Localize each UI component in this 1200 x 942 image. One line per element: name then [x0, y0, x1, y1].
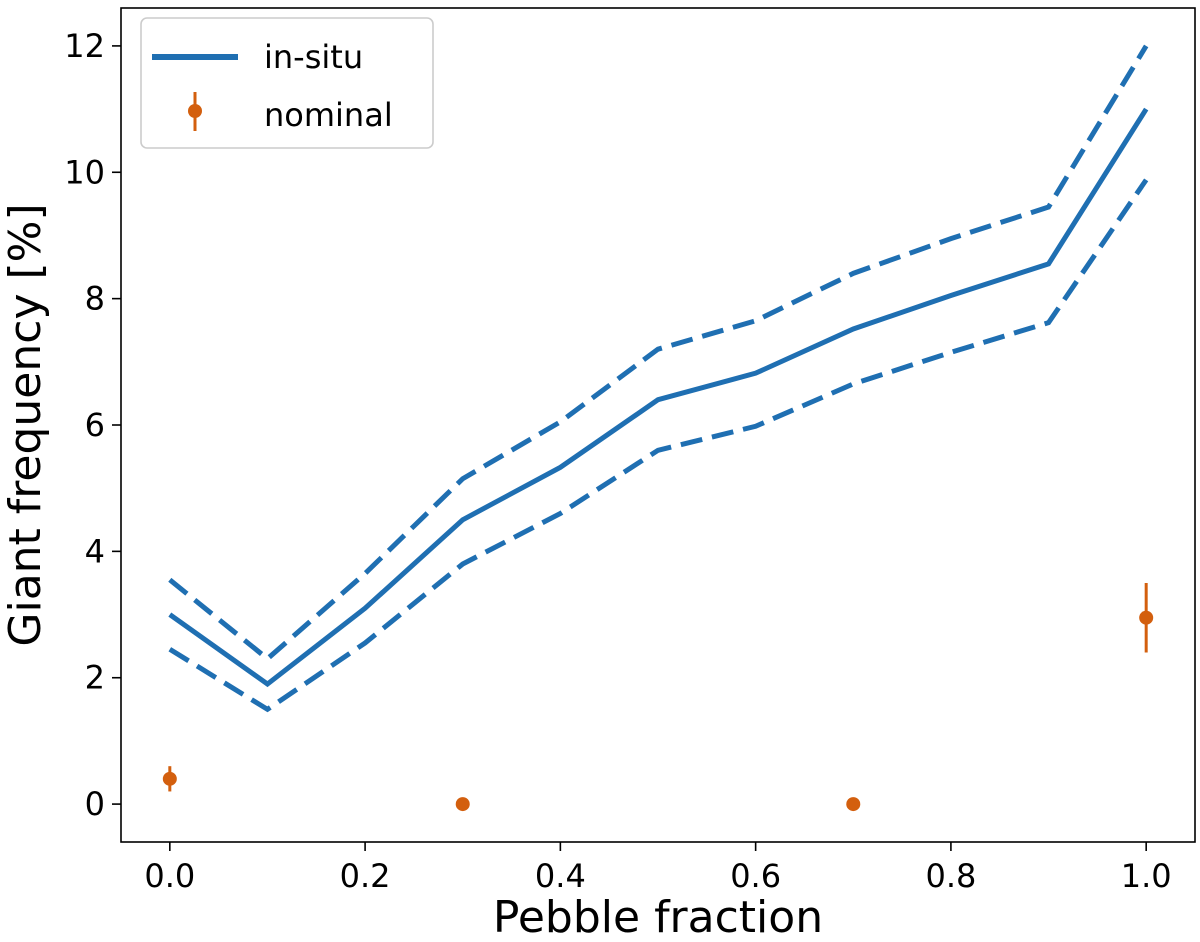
legend: in-situ nominal — [140, 17, 434, 149]
y-tick-label: 6 — [85, 406, 105, 444]
nominal-point — [1139, 610, 1154, 625]
in-situ-bound-line-2 — [168, 178, 1149, 713]
nominal-point — [846, 797, 861, 812]
plot-frame — [120, 7, 1196, 843]
y-axis-label: Giant frequency [%] — [0, 203, 51, 646]
legend-swatch-nominal-marker — [188, 104, 202, 118]
x-tick-label: 0.4 — [535, 857, 586, 895]
x-tick-label: 0.2 — [340, 857, 391, 895]
legend-label-nominal: nominal — [264, 96, 393, 134]
x-tick-label: 1.0 — [1121, 857, 1172, 895]
x-axis-label: Pebble fraction — [493, 892, 823, 942]
x-tick-label: 0.8 — [925, 857, 976, 895]
x-tick-label: 0.6 — [730, 857, 781, 895]
x-tick-label: 0.0 — [144, 857, 195, 895]
y-tick-label: 0 — [85, 785, 105, 823]
ticks-layer: 0.0 0.2 0.4 0.6 0.8 1.0 0 2 4 6 8 10 12 — [64, 27, 1171, 895]
y-tick-label: 8 — [85, 280, 105, 318]
y-tick-label: 10 — [64, 153, 105, 191]
legend-label-in-situ: in-situ — [264, 38, 363, 76]
nominal-point — [162, 771, 177, 786]
y-tick-label: 4 — [85, 532, 105, 570]
in-situ-line — [168, 107, 1149, 688]
nominal-point — [455, 797, 470, 812]
in-situ-bound-line-1 — [168, 44, 1149, 663]
legend-frame — [140, 17, 434, 149]
series-layer — [162, 44, 1154, 812]
y-tick-label: 2 — [85, 659, 105, 697]
y-tick-label: 12 — [64, 27, 105, 65]
